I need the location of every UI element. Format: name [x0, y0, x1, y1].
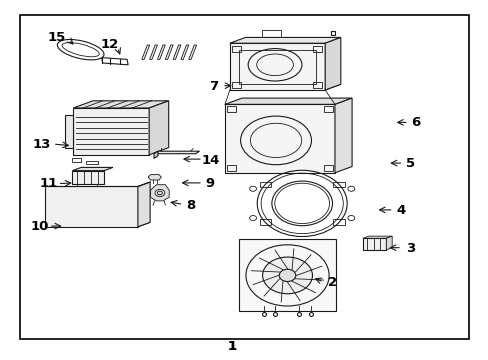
Text: 3: 3: [406, 242, 414, 255]
Polygon shape: [45, 186, 138, 227]
Text: 12: 12: [101, 39, 119, 51]
Polygon shape: [154, 151, 199, 154]
Polygon shape: [229, 43, 325, 90]
Text: 1: 1: [227, 340, 236, 353]
Polygon shape: [73, 101, 168, 108]
Polygon shape: [173, 45, 181, 59]
Polygon shape: [149, 101, 168, 155]
Bar: [259, 219, 271, 225]
Polygon shape: [362, 236, 391, 238]
Bar: [261, 30, 281, 37]
Text: 2: 2: [327, 276, 336, 289]
Polygon shape: [149, 45, 157, 59]
Bar: [238, 50, 316, 84]
Bar: [232, 82, 241, 88]
Bar: [324, 106, 332, 112]
Bar: [312, 46, 321, 52]
Polygon shape: [181, 45, 188, 59]
Bar: [312, 82, 321, 88]
Polygon shape: [224, 104, 334, 173]
Polygon shape: [138, 182, 150, 227]
Text: 15: 15: [47, 31, 65, 44]
Bar: [72, 158, 81, 162]
Bar: [362, 238, 386, 250]
Text: 13: 13: [32, 138, 51, 150]
Bar: [324, 165, 332, 171]
Bar: [338, 99, 345, 120]
Text: 14: 14: [201, 154, 219, 167]
Polygon shape: [386, 236, 391, 250]
Bar: [85, 161, 98, 164]
Circle shape: [279, 269, 295, 282]
Text: 8: 8: [186, 199, 195, 212]
Bar: [259, 182, 271, 188]
Polygon shape: [224, 98, 351, 104]
Polygon shape: [338, 117, 347, 120]
Polygon shape: [72, 171, 104, 184]
Polygon shape: [325, 37, 340, 90]
Polygon shape: [229, 37, 340, 43]
Bar: [332, 219, 344, 225]
Bar: [232, 46, 241, 52]
Polygon shape: [150, 185, 169, 201]
Text: 11: 11: [40, 177, 58, 190]
Bar: [238, 239, 336, 311]
Text: 10: 10: [31, 220, 49, 233]
Polygon shape: [154, 151, 158, 158]
Text: 7: 7: [209, 80, 218, 93]
Polygon shape: [64, 115, 73, 148]
Text: 4: 4: [396, 204, 405, 217]
Polygon shape: [334, 98, 351, 173]
Polygon shape: [142, 45, 149, 59]
Text: 6: 6: [410, 116, 419, 129]
Circle shape: [262, 257, 312, 294]
Text: 1: 1: [227, 340, 236, 353]
Polygon shape: [229, 84, 340, 90]
Text: 5: 5: [406, 157, 414, 170]
Polygon shape: [73, 108, 149, 155]
Polygon shape: [165, 45, 173, 59]
Polygon shape: [157, 45, 165, 59]
Bar: [332, 182, 344, 188]
Polygon shape: [45, 222, 150, 227]
Polygon shape: [148, 175, 161, 180]
Bar: [226, 106, 235, 112]
Bar: [339, 100, 343, 118]
Bar: [226, 165, 235, 171]
Polygon shape: [72, 167, 113, 171]
Text: 9: 9: [205, 177, 214, 190]
Polygon shape: [188, 45, 196, 59]
